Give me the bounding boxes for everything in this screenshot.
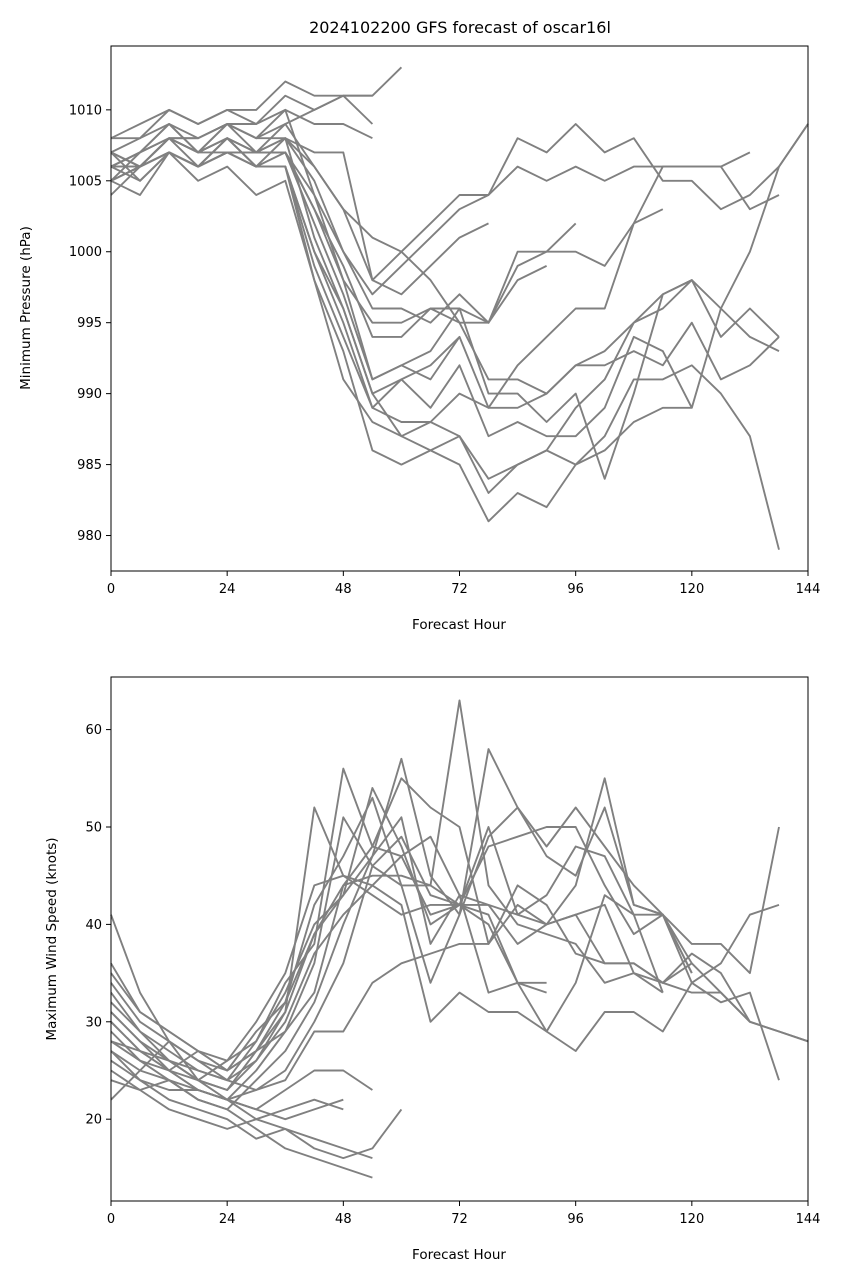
pressure-series-line-15 — [110, 137, 693, 423]
wind-x-tick-label: 48 — [335, 1212, 352, 1227]
wind-x-tick-label: 120 — [679, 1212, 704, 1227]
pressure-y-tick-label: 1005 — [69, 174, 102, 189]
wind-y-tick-label: 60 — [85, 723, 102, 738]
pressure-x-tick-label: 24 — [219, 582, 236, 597]
wind-x-tick-label: 96 — [567, 1212, 584, 1227]
wind-series-line-1 — [110, 1040, 373, 1179]
pressure-y-tick-label: 985 — [77, 458, 102, 473]
wind-series-group — [110, 699, 809, 1179]
wind-y-tick-label: 40 — [85, 918, 102, 933]
pressure-y-tick-label: 980 — [77, 529, 102, 544]
pressure-x-tick-label: 96 — [567, 582, 584, 597]
wind-series-line-12 — [110, 816, 780, 1111]
pressure-series-line-17 — [111, 151, 780, 550]
wind-y-axis-label: Maximum Wind Speed (knots) — [44, 837, 60, 1040]
wind-panel: 0 24 48 72 96 120 144 20 30 40 50 60 Forecast Hour… — [44, 676, 821, 1263]
pressure-x-tick-label: 48 — [335, 582, 352, 597]
pressure-series-line-19 — [110, 137, 461, 381]
pressure-y-tick-label: 995 — [77, 316, 102, 331]
wind-series-line-17 — [110, 748, 693, 1091]
pressure-y-tick-label: 1010 — [69, 103, 102, 118]
pressure-panel: 0 24 48 72 96 120 144 980 985 990 995 1000 1005 1010… — [18, 45, 821, 633]
pressure-x-tick-label: 120 — [679, 582, 704, 597]
wind-y-tick-label: 20 — [85, 1113, 102, 1128]
wind-x-axis-label: Forecast Hour — [412, 1247, 506, 1263]
wind-series-line-4 — [110, 1079, 344, 1130]
wind-x-tick-label: 72 — [451, 1212, 468, 1227]
pressure-series-line-5 — [111, 108, 751, 296]
pressure-x-tick-label: 144 — [796, 582, 821, 597]
chart-title: 2024102200 GFS forecast of oscar16l — [309, 18, 611, 37]
pressure-x-tick-label: 72 — [451, 582, 468, 597]
pressure-series-line-1 — [110, 80, 373, 140]
pressure-x-tick-label: 0 — [107, 582, 115, 597]
wind-series-line-18 — [110, 757, 693, 1062]
pressure-series-line-11 — [110, 123, 780, 395]
wind-series-line-6 — [110, 1050, 373, 1111]
wind-series-line-15 — [110, 767, 751, 1082]
pressure-y-ticks: 980 985 990 995 1000 1005 1010 — [69, 103, 111, 544]
wind-series-line-16 — [110, 699, 664, 1101]
pressure-y-tick-label: 990 — [77, 387, 102, 402]
wind-x-tick-label: 24 — [219, 1212, 236, 1227]
wind-series-line-19 — [110, 787, 693, 1072]
pressure-series-line-7 — [110, 123, 489, 296]
wind-series-line-2 — [110, 1059, 373, 1160]
pressure-y-tick-label: 1000 — [69, 245, 102, 260]
pressure-series-line-16 — [110, 151, 780, 494]
wind-y-ticks: 20 30 40 50 60 — [85, 723, 111, 1128]
pressure-y-axis-label: Minimum Pressure (hPa) — [18, 226, 34, 390]
pressure-series-group — [110, 66, 809, 550]
pressure-x-ticks: 0 24 48 72 96 120 144 — [107, 571, 821, 597]
wind-x-tick-label: 144 — [796, 1212, 821, 1227]
wind-x-tick-label: 0 — [107, 1212, 115, 1227]
wind-y-tick-label: 30 — [85, 1015, 102, 1030]
pressure-x-axis-label: Forecast Hour — [412, 617, 506, 633]
wind-y-tick-label: 50 — [85, 820, 102, 835]
wind-x-ticks: 0 24 48 72 96 120 144 — [107, 1201, 821, 1227]
